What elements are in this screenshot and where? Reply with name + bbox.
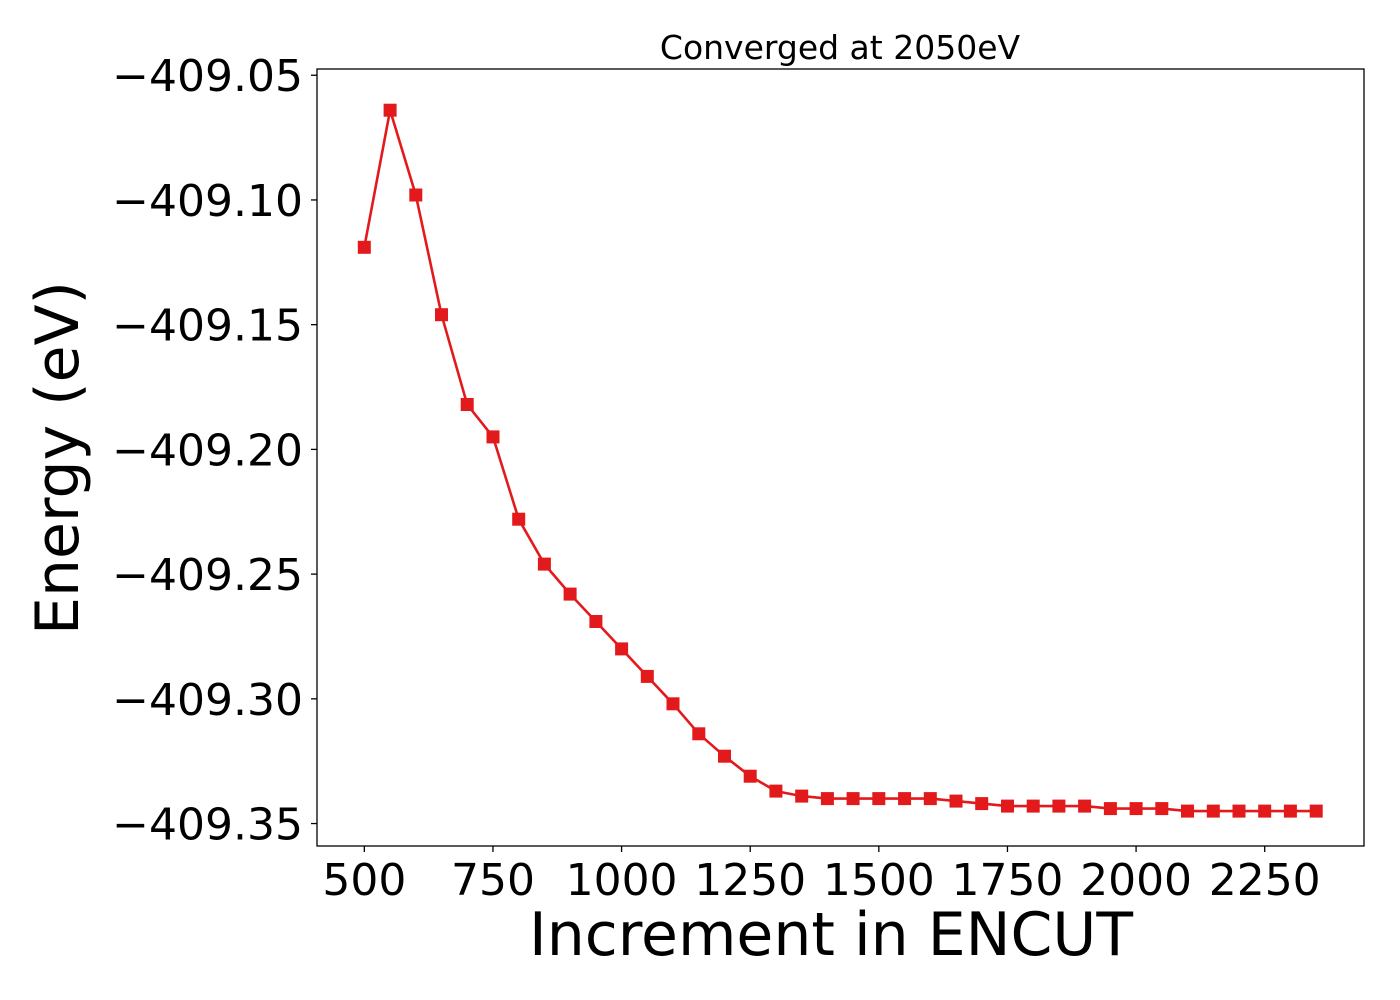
x-tick-label: 750 (451, 855, 535, 906)
data-point-marker (640, 669, 654, 683)
data-point-marker (1181, 804, 1194, 818)
data-point-marker (383, 103, 397, 117)
y-tick-label: −409.30 (112, 675, 303, 726)
x-tick-label: 2000 (1080, 855, 1192, 906)
data-point-marker (743, 769, 757, 783)
series-layer (357, 103, 1323, 818)
data-point-marker (589, 615, 603, 628)
data-point-marker (820, 792, 834, 806)
data-point-marker (1206, 804, 1220, 818)
x-tick-label: 1000 (566, 855, 678, 906)
x-tick-label: 1500 (823, 855, 935, 906)
x-axis-label: Increment in ENCUT (529, 900, 1133, 970)
y-tick-label: −409.15 (112, 301, 303, 352)
data-point-marker (692, 727, 706, 741)
data-point-marker (460, 398, 474, 411)
x-tick-label: 1750 (951, 855, 1063, 906)
data-point-marker (1283, 804, 1297, 818)
data-point-marker (666, 697, 680, 711)
data-point-marker (486, 430, 500, 444)
data-point-marker (949, 794, 963, 808)
data-point-marker (1052, 799, 1066, 813)
data-point-marker (357, 240, 371, 254)
data-point-marker (795, 789, 809, 803)
chart-title: Converged at 2050eV (660, 28, 1021, 67)
y-axis-ticks: −409.05 −409.10 −409.15 −409.20 −409.25 −409.… (112, 51, 317, 851)
data-point-marker (975, 797, 989, 811)
data-point-marker (1129, 802, 1143, 816)
data-point-marker (1001, 799, 1014, 813)
data-point-marker (512, 512, 526, 526)
x-tick-label: 500 (322, 855, 406, 906)
data-point-marker (872, 792, 886, 806)
data-point-marker (898, 792, 912, 806)
data-point-marker (923, 792, 937, 806)
data-point-marker (615, 642, 629, 656)
data-point-marker (563, 587, 577, 601)
x-tick-label: 1250 (694, 855, 806, 906)
data-point-marker (435, 308, 448, 322)
data-point-marker (1232, 804, 1246, 818)
y-tick-label: −409.05 (112, 51, 303, 102)
y-axis-label: Energy (eV) (23, 281, 93, 635)
data-point-marker (1078, 799, 1092, 813)
x-tick-label: 2250 (1209, 855, 1321, 906)
data-point-marker (769, 784, 783, 798)
data-point-marker (1258, 804, 1272, 818)
y-tick-label: −409.10 (112, 176, 303, 227)
data-point-marker (1309, 804, 1323, 818)
y-tick-label: −409.25 (112, 550, 303, 601)
data-point-marker (1155, 802, 1169, 816)
data-point-marker (718, 749, 731, 763)
y-tick-label: −409.20 (112, 425, 303, 476)
data-point-marker (846, 792, 860, 806)
data-point-marker (1103, 802, 1117, 816)
data-point-marker (537, 557, 551, 571)
data-point-marker (409, 188, 423, 202)
plot-frame (316, 68, 1365, 847)
x-axis-ticks: 500 750 1000 1250 1500 1750 2000 2250 (322, 846, 1321, 906)
y-tick-label: −409.35 (112, 800, 303, 851)
data-point-marker (1026, 799, 1040, 813)
